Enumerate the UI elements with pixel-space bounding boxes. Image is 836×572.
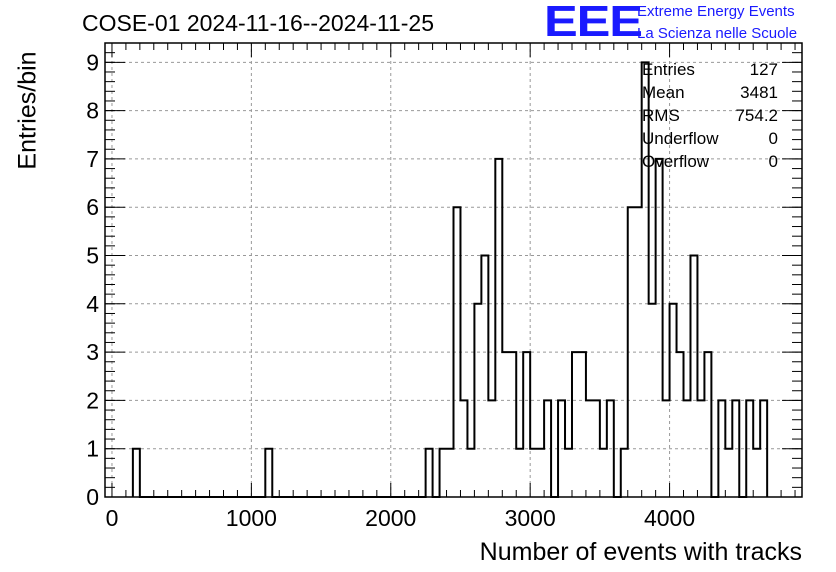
y-tick-label: 7: [86, 146, 99, 172]
y-tick-label: 3: [86, 339, 99, 365]
stats-overflow-label: Overflow: [642, 152, 710, 171]
chart-title: COSE-01 2024-11-16--2024-11-25: [82, 10, 435, 36]
y-tick-label: 6: [86, 194, 99, 220]
stats-mean-label: Mean: [642, 83, 685, 102]
y-tick-label: 9: [86, 49, 99, 75]
y-tick-label: 8: [86, 98, 99, 124]
y-tick-label: 1: [86, 436, 99, 462]
x-tick-label: 3000: [505, 505, 556, 531]
eee-logo-line1: Extreme Energy Events: [637, 3, 795, 20]
eee-logo-line2: La Scienza nelle Scuole: [637, 25, 798, 42]
y-axis-label: Entries/bin: [13, 51, 42, 170]
plot-frame: [104, 42, 803, 498]
x-tick-label: 4000: [644, 505, 695, 531]
stats-rms-value: 754.2: [735, 106, 778, 125]
y-tick-label: 4: [86, 291, 99, 317]
stats-entries-value: 127: [749, 60, 778, 79]
stats-rms-label: RMS: [642, 106, 680, 125]
y-tick-label: 5: [86, 243, 99, 269]
tick-labels: 0 1 2 3 4 5 6 7 8 9 0 1000 2000 3000 4000: [86, 49, 695, 531]
axis-ticks: [105, 42, 802, 498]
stats-mean-value: 3481: [740, 83, 778, 102]
stats-underflow-value: 0: [768, 129, 778, 148]
histogram-line: [131, 61, 769, 498]
eee-logo: EEE: [544, 0, 643, 46]
stats-entries-label: Entries: [642, 60, 695, 79]
x-tick-label: 1000: [226, 505, 277, 531]
x-axis-label: Number of events with tracks: [479, 538, 802, 566]
stats-overflow-value: 0: [768, 152, 778, 171]
y-tick-label: 2: [86, 387, 99, 413]
x-tick-label: 0: [106, 505, 119, 531]
x-tick-label: 2000: [365, 505, 416, 531]
y-tick-label: 0: [86, 484, 99, 510]
stats-underflow-label: Underflow: [642, 129, 719, 148]
